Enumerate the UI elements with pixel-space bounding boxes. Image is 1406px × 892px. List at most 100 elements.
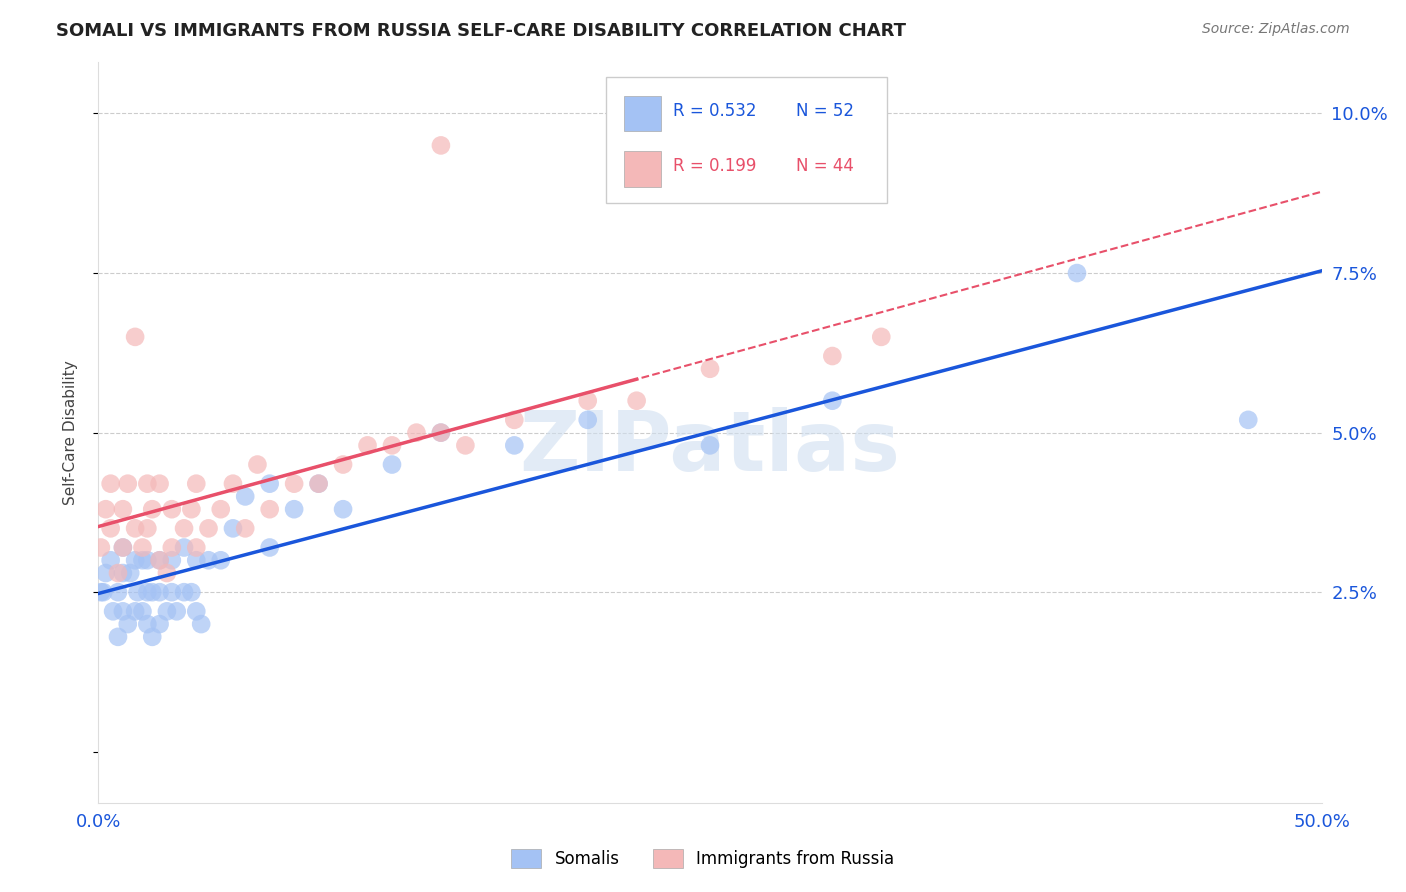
Point xyxy=(90,541,112,555)
Point xyxy=(308,476,330,491)
Point xyxy=(124,521,146,535)
Point xyxy=(186,553,208,567)
Point xyxy=(356,438,378,452)
Point xyxy=(149,617,172,632)
Point xyxy=(503,438,526,452)
Point xyxy=(156,604,179,618)
Point xyxy=(160,502,183,516)
Point xyxy=(111,566,134,580)
Point xyxy=(209,502,232,516)
Point xyxy=(166,604,188,618)
Y-axis label: Self-Care Disability: Self-Care Disability xyxy=(63,360,77,505)
Text: R = 0.199: R = 0.199 xyxy=(673,157,756,175)
Point xyxy=(190,617,212,632)
Point xyxy=(136,521,159,535)
Point xyxy=(454,438,477,452)
Point xyxy=(141,502,163,516)
Text: ZIPatlas: ZIPatlas xyxy=(520,407,900,488)
Point xyxy=(180,502,202,516)
Point xyxy=(699,438,721,452)
Point xyxy=(259,541,281,555)
Point xyxy=(160,541,183,555)
Point xyxy=(173,585,195,599)
Point xyxy=(1237,413,1260,427)
Point xyxy=(141,585,163,599)
Point xyxy=(100,553,122,567)
Point xyxy=(308,476,330,491)
Point xyxy=(156,566,179,580)
Point xyxy=(131,553,153,567)
Point xyxy=(197,553,219,567)
Point xyxy=(136,617,159,632)
Point xyxy=(821,349,844,363)
Point xyxy=(180,585,202,599)
FancyBboxPatch shape xyxy=(606,78,887,203)
Legend: Somalis, Immigrants from Russia: Somalis, Immigrants from Russia xyxy=(505,843,901,875)
Point xyxy=(107,630,129,644)
Point xyxy=(197,521,219,535)
Point xyxy=(160,553,183,567)
Point xyxy=(124,553,146,567)
Point xyxy=(90,585,112,599)
Point xyxy=(233,490,256,504)
Point xyxy=(283,476,305,491)
Point xyxy=(149,476,172,491)
Text: R = 0.532: R = 0.532 xyxy=(673,102,756,120)
Point xyxy=(186,541,208,555)
Point xyxy=(209,553,232,567)
Point xyxy=(149,553,172,567)
Point xyxy=(381,458,404,472)
Point xyxy=(576,393,599,408)
Point xyxy=(131,604,153,618)
Point xyxy=(127,585,149,599)
Text: Source: ZipAtlas.com: Source: ZipAtlas.com xyxy=(1202,22,1350,37)
Point xyxy=(111,541,134,555)
Point xyxy=(131,541,153,555)
Point xyxy=(117,476,139,491)
FancyBboxPatch shape xyxy=(624,95,661,131)
Point xyxy=(186,476,208,491)
Point xyxy=(405,425,427,440)
Point xyxy=(94,566,117,580)
Point xyxy=(576,413,599,427)
Point xyxy=(173,521,195,535)
Point xyxy=(100,521,122,535)
Point xyxy=(111,502,134,516)
Point xyxy=(222,476,245,491)
Text: SOMALI VS IMMIGRANTS FROM RUSSIA SELF-CARE DISABILITY CORRELATION CHART: SOMALI VS IMMIGRANTS FROM RUSSIA SELF-CA… xyxy=(56,22,907,40)
Point xyxy=(111,604,134,618)
Point xyxy=(870,330,893,344)
Point xyxy=(100,476,122,491)
Point xyxy=(246,458,269,472)
Point xyxy=(149,553,172,567)
Point xyxy=(149,585,172,599)
Point xyxy=(821,393,844,408)
Point xyxy=(259,476,281,491)
Point xyxy=(626,393,648,408)
Point xyxy=(111,541,134,555)
Point xyxy=(186,604,208,618)
Point xyxy=(107,566,129,580)
Point xyxy=(430,425,453,440)
Point xyxy=(91,585,114,599)
Point xyxy=(136,476,159,491)
Point xyxy=(107,585,129,599)
Point xyxy=(222,521,245,535)
Point xyxy=(101,604,124,618)
Point xyxy=(430,425,453,440)
Point xyxy=(141,630,163,644)
Point xyxy=(94,502,117,516)
Point xyxy=(381,438,404,452)
Point xyxy=(259,502,281,516)
Point xyxy=(503,413,526,427)
Point xyxy=(120,566,142,580)
Text: N = 52: N = 52 xyxy=(796,102,853,120)
Point xyxy=(283,502,305,516)
Point xyxy=(124,604,146,618)
Point xyxy=(117,617,139,632)
Point xyxy=(136,585,159,599)
Point xyxy=(1066,266,1088,280)
Point xyxy=(699,361,721,376)
FancyBboxPatch shape xyxy=(624,152,661,186)
Point xyxy=(136,553,159,567)
